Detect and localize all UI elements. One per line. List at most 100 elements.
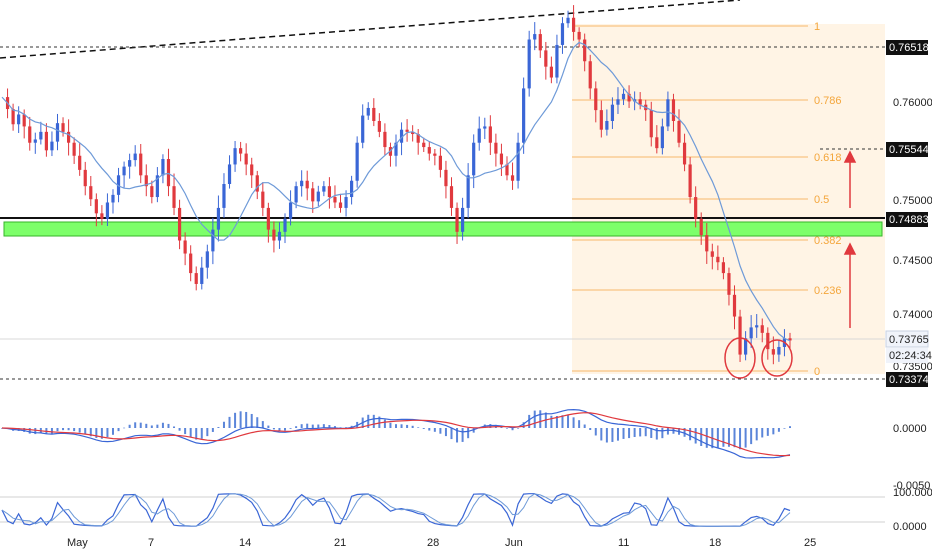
macd-histogram-bar <box>250 413 253 428</box>
candle-body <box>738 316 742 355</box>
macd-histogram-bar <box>467 428 470 439</box>
macd-histogram-bar <box>417 427 420 428</box>
macd-histogram-bar <box>106 428 109 438</box>
up-arrow-1-head <box>843 150 857 163</box>
macd-histogram-bar <box>333 426 336 428</box>
macd-histogram-bar <box>428 428 431 431</box>
candle-body <box>760 325 764 333</box>
macd-histogram-bar <box>167 423 170 428</box>
macd-histogram-bar <box>433 428 436 432</box>
candle-body <box>150 186 154 198</box>
candle-body <box>255 175 259 192</box>
candle-body <box>155 175 159 198</box>
macd-histogram-bar <box>200 428 203 439</box>
candle-body <box>544 50 548 67</box>
candle-body <box>766 332 770 350</box>
stoch-tick-100: 100.0000 <box>893 487 932 499</box>
candle-body <box>433 153 437 156</box>
time-axis[interactable]: May 7 14 21 28 Jun 11 18 25 <box>67 537 816 549</box>
candle-body <box>89 186 93 200</box>
price-label-current: 0.73765 <box>885 330 929 348</box>
macd-histogram-bar <box>689 428 692 441</box>
macd-histogram-bar <box>789 426 791 428</box>
price-label-low: 0.73374 <box>886 372 929 387</box>
fib-label-0618: 0.618 <box>814 152 842 164</box>
candle-body <box>671 99 676 121</box>
macd-histogram-bar <box>422 428 425 429</box>
svg-text:0.75544: 0.75544 <box>889 144 929 156</box>
fib-label-0: 0 <box>814 366 820 378</box>
macd-histogram-bar <box>628 428 631 439</box>
macd-histogram-bar <box>439 428 442 434</box>
candle-body <box>111 194 115 203</box>
macd-histogram-bar <box>267 425 270 428</box>
candle-body <box>571 17 576 32</box>
candle-body <box>416 134 420 143</box>
price-tick-074500: 0.74500 <box>893 255 932 267</box>
candle-body <box>599 110 603 130</box>
candle-body <box>660 126 664 149</box>
macd-histogram-bar <box>561 415 564 428</box>
candle-body <box>516 142 520 181</box>
macd-tick-zero: 0.0000 <box>893 423 927 435</box>
macd-histogram-bar <box>655 428 658 440</box>
stoch-tick-0: 0.0000 <box>893 521 927 533</box>
time-tick-28: 28 <box>427 537 439 549</box>
macd-histogram-bar <box>100 428 103 439</box>
candle-body <box>177 207 182 241</box>
macd-histogram-bar <box>505 428 508 429</box>
candle-body <box>78 155 82 170</box>
macd-histogram-bar <box>644 428 647 437</box>
candle-body <box>533 34 537 40</box>
macd-histogram-bar <box>228 416 231 428</box>
macd-histogram-bar <box>150 425 153 428</box>
candle-body <box>771 349 775 355</box>
candle-body <box>621 93 626 100</box>
macd-histogram-bar <box>389 422 392 428</box>
candle-body <box>355 142 359 181</box>
macd-histogram-bar <box>395 424 397 428</box>
macd-histogram-bar <box>600 428 603 441</box>
macd-histogram-bar <box>211 428 214 432</box>
macd-line <box>1 408 791 459</box>
candle-body <box>194 273 198 284</box>
support-zone[interactable] <box>3 221 883 237</box>
candle-body <box>444 169 448 187</box>
macd-histogram-bar <box>300 424 303 428</box>
candle-body <box>655 137 659 149</box>
candle-body <box>505 164 509 176</box>
svg-text:0.74883: 0.74883 <box>889 214 929 226</box>
macd-histogram-bar <box>461 428 464 442</box>
candle-body <box>721 262 726 274</box>
macd-histogram-bar <box>622 428 625 439</box>
candle-body <box>560 23 565 45</box>
macd-histogram-bar <box>716 428 719 448</box>
macd-histogram-bar <box>161 422 164 428</box>
candle-body <box>200 267 204 284</box>
candle-body <box>411 131 415 135</box>
candle-body <box>616 99 620 105</box>
macd-histogram-bar <box>339 427 342 428</box>
macd-histogram-bar <box>727 428 730 447</box>
macd-histogram-bar <box>511 428 514 431</box>
macd-histogram-bar <box>28 428 31 434</box>
macd-histogram-bar <box>217 427 220 428</box>
candle-body <box>222 184 226 208</box>
macd-histogram-bar <box>411 425 414 428</box>
macd-histogram-bar <box>567 415 570 428</box>
macd-histogram-bar <box>311 424 314 428</box>
trendline-dashed[interactable] <box>0 0 741 59</box>
price-axis[interactable]: 0.76000 0.75000 0.74500 0.74000 0.73500 <box>893 97 932 373</box>
fibonacci-levels <box>572 25 808 372</box>
candle-body <box>699 218 703 236</box>
price-tick-073500: 0.73500 <box>893 361 932 373</box>
macd-histogram-bar <box>578 420 581 428</box>
macd-histogram-bar <box>517 428 520 429</box>
candle-body <box>438 155 442 170</box>
macd-histogram-bar <box>694 428 697 444</box>
candle-body <box>344 197 348 208</box>
candle-body <box>305 180 309 189</box>
macd-histogram-bar <box>23 428 26 432</box>
